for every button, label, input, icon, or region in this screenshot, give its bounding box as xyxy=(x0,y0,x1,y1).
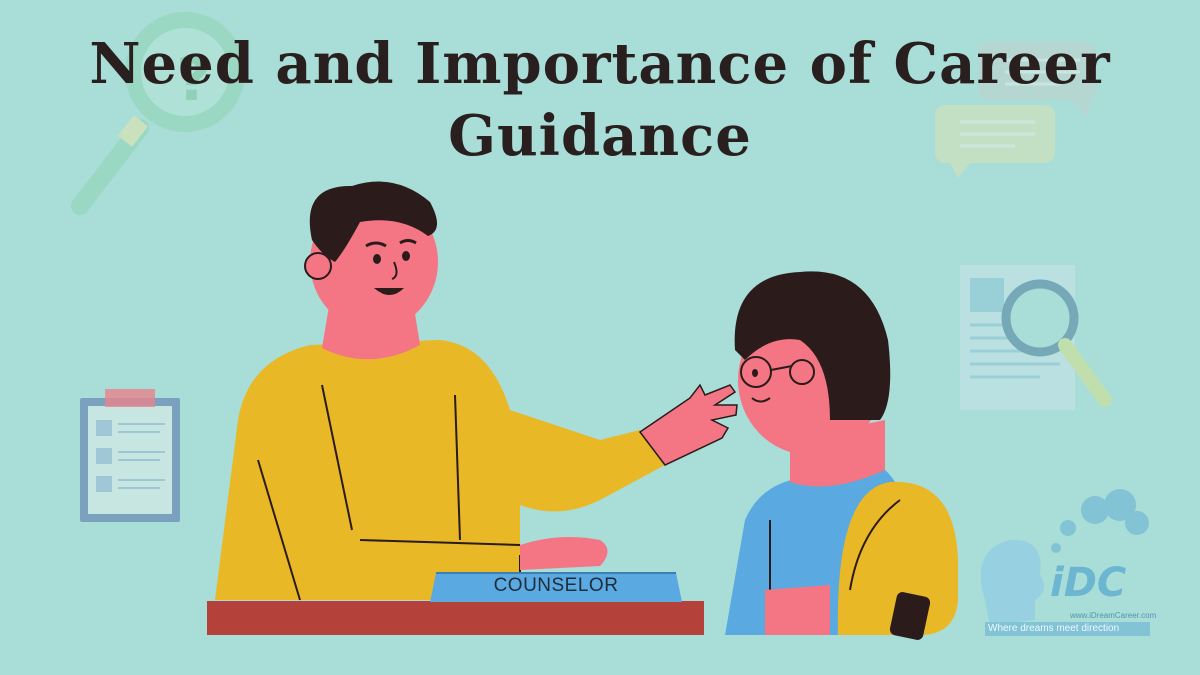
document-search-icon xyxy=(960,265,1112,410)
desk xyxy=(207,601,704,635)
title-line-1: Need and Importance of Career xyxy=(89,31,1111,97)
clipboard-icon xyxy=(80,389,180,522)
page-title: Need and Importance of Career Guidance xyxy=(0,28,1200,172)
counselor-figure xyxy=(215,181,738,601)
watermark-tagline: Where dreams meet direction xyxy=(988,623,1120,634)
chat-bubbles-icon xyxy=(935,42,1096,178)
title-line-2: Guidance xyxy=(448,103,752,169)
svg-text:?: ? xyxy=(176,45,211,115)
watermark-logo-text: iDC xyxy=(1050,560,1127,606)
magnifier-icon: ? xyxy=(71,12,245,215)
idc-logo xyxy=(980,489,1150,636)
student-figure xyxy=(725,271,958,640)
watermark-site: www.iDreamCareer.com xyxy=(1070,611,1157,620)
desk-plate-label: COUNSELOR xyxy=(493,575,619,596)
desk-plate xyxy=(430,572,682,602)
